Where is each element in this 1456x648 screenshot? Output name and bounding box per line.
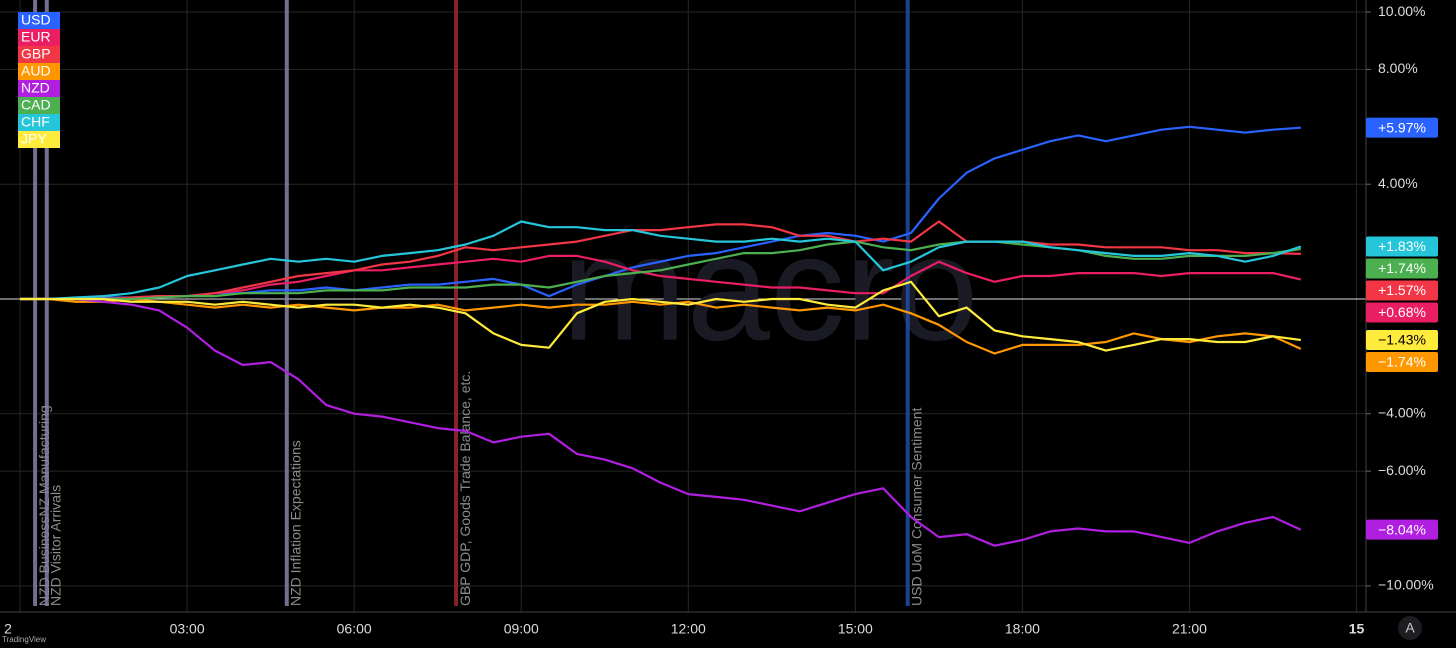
end-label: −8.04% — [1378, 521, 1426, 537]
x-tick-label: 18:00 — [1005, 621, 1040, 637]
end-label: +1.83% — [1378, 238, 1426, 254]
y-tick-label: −10.00% — [1378, 577, 1434, 593]
end-label: +0.68% — [1378, 304, 1426, 320]
end-label-box — [1366, 236, 1438, 257]
end-label: +1.74% — [1378, 260, 1426, 276]
legend-swatch — [18, 63, 60, 80]
x-tick-label: 06:00 — [337, 621, 372, 637]
legend-label: GBP — [21, 46, 51, 62]
legend-label: EUR — [21, 29, 51, 45]
auto-button[interactable]: A — [1405, 620, 1415, 636]
y-tick-label: −6.00% — [1378, 462, 1426, 478]
source: TradingView — [2, 635, 46, 644]
x-tick-label: 09:00 — [504, 621, 539, 637]
event-label: GBP GDP, Goods Trade Balance, etc. — [457, 371, 473, 606]
legend-label: JPY — [21, 131, 47, 147]
auto-button-bg[interactable] — [1398, 616, 1422, 640]
end-label: −1.43% — [1378, 332, 1426, 348]
x-tick-label: 03:00 — [170, 621, 205, 637]
end-label-box — [1366, 352, 1438, 372]
legend-label: USD — [21, 12, 51, 28]
series-line — [20, 220, 1301, 301]
legend-swatch — [18, 29, 60, 46]
x-tick-label: 21:00 — [1172, 621, 1207, 637]
event-label: NZD Inflation Expectations — [287, 440, 303, 606]
legend-label: CHF — [21, 114, 50, 130]
axes: 10.00% 8.00% 4.00% −4.00% −6.00% −10.00% 2 03:0… — [4, 3, 1434, 637]
y-tick-label: 8.00% — [1378, 60, 1418, 76]
series-line — [20, 254, 1302, 301]
legend-label: NZD — [21, 80, 50, 96]
y-tick-label: 4.00% — [1378, 175, 1418, 191]
series-line — [20, 280, 1301, 352]
end-label-box — [1366, 258, 1438, 279]
event-label: USD UoM Consumer Sentiment — [908, 407, 924, 606]
legend-swatch — [18, 12, 60, 29]
legend-swatch — [18, 80, 60, 97]
end-label-box — [1366, 280, 1438, 301]
end-label: +5.97% — [1378, 119, 1426, 135]
lines — [20, 125, 1302, 547]
legend-swatch — [18, 46, 60, 63]
grid — [0, 0, 1366, 612]
y-tick-label: −4.00% — [1378, 404, 1426, 420]
end-label-box — [1366, 330, 1438, 350]
series-line — [20, 220, 1302, 301]
legend-swatch — [18, 131, 60, 148]
legend-swatch — [18, 114, 60, 131]
end-label-box — [1366, 117, 1438, 138]
end-label-box — [1366, 519, 1438, 540]
end-label: −1.74% — [1378, 354, 1426, 370]
legend-label: AUD — [21, 63, 51, 79]
end-label-box — [1366, 302, 1438, 323]
y-tick-label: 10.00% — [1378, 3, 1425, 19]
end-labels: +5.97% +1.83% +1.74% +1.57% +0.68% −1.43% −1.7… — [1366, 117, 1438, 540]
end-label: +1.57% — [1378, 282, 1426, 298]
event-label: NZD Visitor Arrivals — [47, 485, 63, 606]
x-tick-label: 15:00 — [838, 621, 873, 637]
x-tick-label: 12:00 — [671, 621, 706, 637]
x-tick-label: 15 — [1349, 621, 1365, 637]
series-line — [20, 297, 1302, 547]
x-tick-label: 2 — [4, 621, 12, 637]
legend-label: CAD — [21, 97, 51, 113]
legend-swatch — [18, 97, 60, 114]
